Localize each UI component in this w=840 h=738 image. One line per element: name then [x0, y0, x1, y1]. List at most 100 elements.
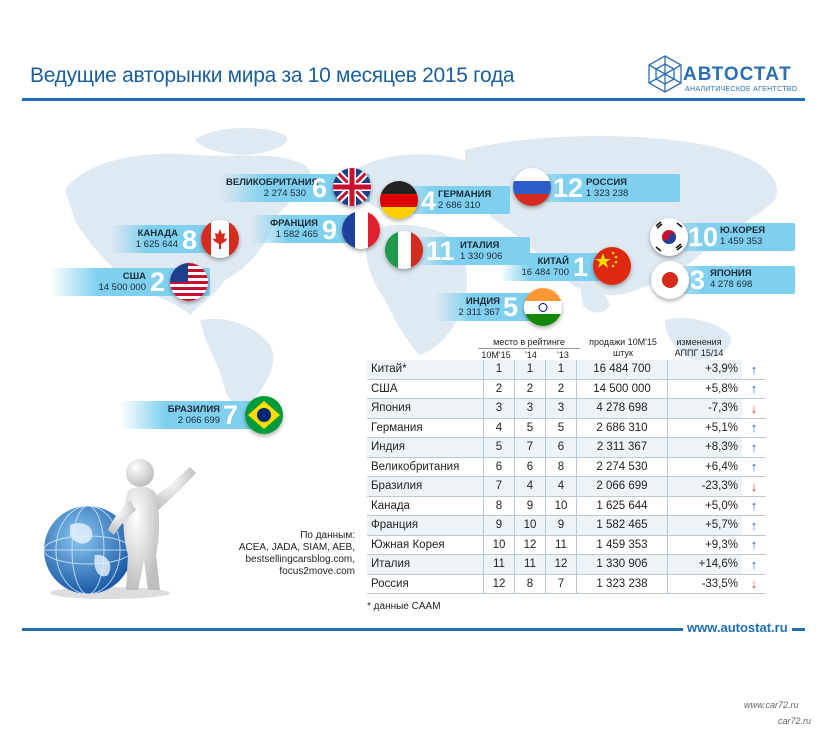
table-row: Канада 8 9 10 1 625 644 +5,0% ↑: [367, 496, 766, 516]
russia-flag-icon: [513, 168, 551, 206]
table-cell-change: +9,3%: [667, 535, 742, 555]
rank-kr: 10: [688, 222, 719, 252]
table-cell-sales: 1 323 238: [576, 574, 668, 594]
label-jp: ЯПОНИЯ 4 278 698: [710, 268, 753, 290]
table-cell-rank-2013: 6: [545, 437, 577, 458]
table-cell-rank-2014: 10: [514, 515, 546, 536]
table-cell-country: Россия: [367, 574, 484, 594]
table-cell-rank-2015: 8: [483, 496, 515, 516]
autostat-logo: АВТОСТАТ АНАЛИТИЧЕСКОЕ АГЕНТСТВО: [645, 46, 810, 106]
table-cell-sales: 1 582 465: [576, 515, 668, 536]
table-cell-rank-2014: 3: [514, 398, 546, 419]
rank-it: 11: [426, 236, 455, 266]
table-cell-country: Китай*: [367, 360, 484, 380]
table-cell-country: Индия: [367, 437, 484, 458]
canada-flag-icon: [201, 220, 239, 258]
germany-flag-icon: [380, 181, 418, 219]
header-10m15: 10М'15: [481, 350, 511, 360]
table-cell-change: +6,4%: [667, 457, 742, 477]
label-ca: КАНАДА 1 625 644: [135, 228, 178, 250]
table-cell-rank-2013: 11: [545, 535, 577, 555]
table-row: Индия 5 7 6 2 311 367 +8,3% ↑: [367, 437, 766, 458]
table-row: Германия 4 5 5 2 686 310 +5,1% ↑: [367, 418, 766, 438]
table-cell-rank-2015: 4: [483, 418, 515, 438]
table-cell-country: США: [367, 379, 484, 399]
table-cell-rank-2013: 2: [545, 379, 577, 399]
table-cell-rank-2015: 2: [483, 379, 515, 399]
table-cell-rank-2014: 1: [514, 360, 546, 380]
watermark-logo: car72.ru: [778, 716, 812, 726]
table-cell-rank-2014: 9: [514, 496, 546, 516]
table-cell-rank-2015: 7: [483, 476, 515, 497]
uk-flag-icon: [333, 168, 371, 206]
table-cell-rank-2013: 10: [545, 496, 577, 516]
footnote: * данные CAAM: [367, 601, 441, 612]
arrow-up-icon: ↑: [742, 418, 766, 438]
label-ru: РОССИЯ 1 323 238: [586, 177, 629, 199]
header-change: изменения АППГ 15/14: [674, 337, 724, 358]
label-in: ИНДИЯ 2 311 367: [458, 296, 500, 318]
table-cell-change: -23,3%: [667, 476, 742, 497]
table-cell-rank-2015: 1: [483, 360, 515, 380]
arrow-up-icon: ↑: [742, 360, 766, 380]
table-cell-change: -7,3%: [667, 398, 742, 419]
table-row: Южная Корея 10 12 11 1 459 353 +9,3% ↑: [367, 535, 766, 555]
table-cell-change: +5,8%: [667, 379, 742, 399]
table-cell-change: +5,0%: [667, 496, 742, 516]
arrow-up-icon: ↑: [742, 437, 766, 458]
watermark-url: www.car72.ru: [744, 700, 799, 710]
table-cell-sales: 1 625 644: [576, 496, 668, 516]
usa-flag-icon: [170, 263, 208, 301]
arrow-down-icon: ↓: [742, 476, 766, 497]
label-cn: КИТАЙ 16 484 700: [521, 256, 569, 278]
arrow-down-icon: ↓: [742, 574, 766, 594]
table-cell-rank-2014: 4: [514, 476, 546, 497]
globe-figure-illustration: [43, 459, 196, 599]
rank-ca: 8: [182, 225, 198, 255]
table-cell-rank-2014: 6: [514, 457, 546, 477]
rank-br: 7: [223, 400, 239, 430]
table-cell-rank-2014: 2: [514, 379, 546, 399]
table-cell-sales: 1 330 906: [576, 554, 668, 575]
table-cell-sales: 2 066 699: [576, 476, 668, 497]
table-cell-sales: 2 686 310: [576, 418, 668, 438]
table-row: Япония 3 3 3 4 278 698 -7,3% ↓: [367, 398, 766, 419]
rank-us: 2: [150, 267, 166, 297]
footer-divider: [22, 628, 805, 631]
arrow-down-icon: ↓: [742, 398, 766, 419]
table-cell-rank-2013: 3: [545, 398, 577, 419]
table-row: Китай* 1 1 1 16 484 700 +3,9% ↑: [367, 360, 766, 380]
table-cell-rank-2013: 5: [545, 418, 577, 438]
china-flag-icon: [593, 247, 631, 285]
site-link[interactable]: www.autostat.ru: [683, 620, 792, 635]
table-cell-rank-2013: 12: [545, 554, 577, 575]
table-cell-country: Канада: [367, 496, 484, 516]
header-13: '13: [557, 350, 569, 360]
table-cell-sales: 1 459 353: [576, 535, 668, 555]
arrow-up-icon: ↑: [742, 554, 766, 575]
table-row: Россия 12 8 7 1 323 238 -33,5% ↓: [367, 574, 766, 594]
table-cell-rank-2014: 7: [514, 437, 546, 458]
japan-flag-icon: [651, 261, 689, 299]
table-cell-sales: 16 484 700: [576, 360, 668, 380]
table-cell-country: Южная Корея: [367, 535, 484, 555]
table-cell-country: Япония: [367, 398, 484, 419]
table-cell-rank-2015: 11: [483, 554, 515, 575]
table-cell-rank-2013: 8: [545, 457, 577, 477]
rank-fr: 9: [322, 215, 338, 245]
table-cell-rank-2015: 10: [483, 535, 515, 555]
brazil-flag-icon: [245, 396, 283, 434]
south-korea-flag-icon: [650, 218, 688, 256]
table-cell-change: +5,7%: [667, 515, 742, 536]
rank-de: 4: [421, 186, 437, 216]
title-divider: [22, 98, 805, 101]
table-cell-rank-2013: 9: [545, 515, 577, 536]
rank-cn: 1: [573, 252, 589, 282]
table-cell-sales: 14 500 000: [576, 379, 668, 399]
header-14: '14: [525, 350, 537, 360]
table-cell-sales: 4 278 698: [576, 398, 668, 419]
rank-ru: 12: [553, 173, 584, 203]
rank-jp: 3: [690, 265, 706, 295]
table-cell-change: +8,3%: [667, 437, 742, 458]
page-title: Ведущие авторынки мира за 10 месяцев 201…: [30, 64, 515, 87]
